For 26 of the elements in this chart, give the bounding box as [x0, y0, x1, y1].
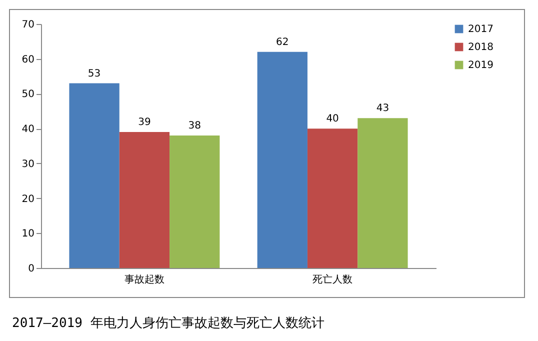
data-label: 53: [88, 68, 101, 80]
bar: [307, 128, 358, 268]
legend-label: 2019: [468, 60, 494, 71]
data-label: 38: [188, 120, 201, 132]
data-label: 62: [276, 36, 289, 48]
y-tick-label: 60: [22, 54, 34, 66]
y-tick-label: 70: [22, 20, 34, 30]
data-label: 40: [326, 114, 339, 125]
y-tick-label: 20: [22, 194, 34, 205]
bar: [69, 83, 120, 268]
bar: [257, 52, 308, 268]
y-tick-label: 10: [22, 228, 34, 240]
y-tick-label: 50: [22, 89, 34, 100]
bar: [119, 132, 170, 268]
data-label: 43: [376, 103, 390, 114]
legend-label: 2017: [468, 24, 494, 35]
x-tick-label: 事故起数: [124, 274, 164, 286]
text: 2017—2019 年电力人身伤亡事故起数与死亡人数统计: [12, 315, 324, 332]
bar: [358, 118, 408, 268]
y-tick-label: 30: [22, 158, 34, 170]
bar: [170, 136, 220, 268]
y-tick-label: 40: [22, 124, 34, 136]
y-tick-label: 0: [28, 264, 34, 274]
data-label: 39: [138, 117, 151, 128]
x-tick-label: 死亡人数: [312, 274, 353, 286]
legend-label: 2018: [468, 42, 494, 53]
